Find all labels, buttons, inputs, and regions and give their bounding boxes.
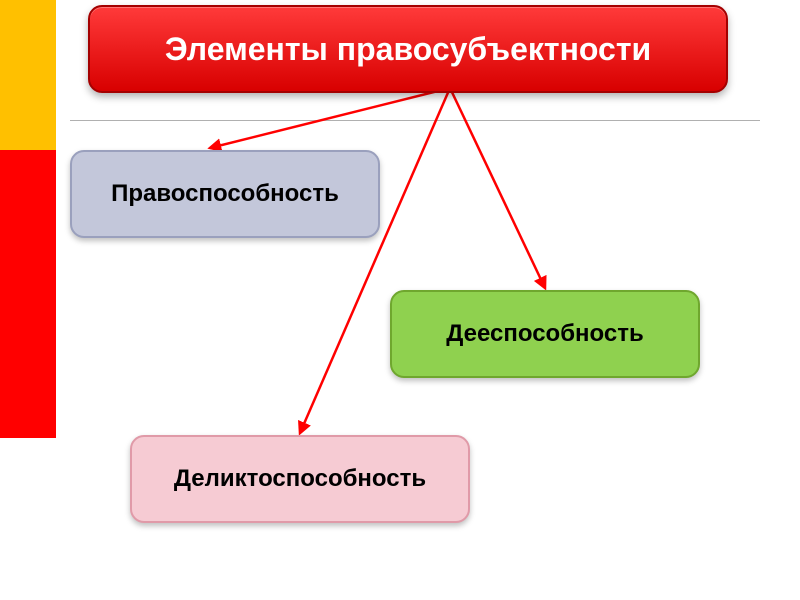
node-deliktosposobnost: Деликтоспособность <box>130 435 470 523</box>
divider-line <box>70 120 760 121</box>
node-label: Деликтоспособность <box>174 465 426 493</box>
node-deesposobnost: Дееспособность <box>390 290 700 378</box>
diagram-canvas: Элементы правосубъектности Правоспособно… <box>0 0 800 600</box>
title-text: Элементы правосубъектности <box>165 31 651 68</box>
sidebar-stripe-yellow <box>0 0 56 150</box>
node-label: Правоспособность <box>111 180 339 208</box>
sidebar-stripe-red <box>0 150 56 438</box>
title-box: Элементы правосубъектности <box>88 5 728 93</box>
node-pravosposobnost: Правоспособность <box>70 150 380 238</box>
node-label: Дееспособность <box>446 320 643 348</box>
